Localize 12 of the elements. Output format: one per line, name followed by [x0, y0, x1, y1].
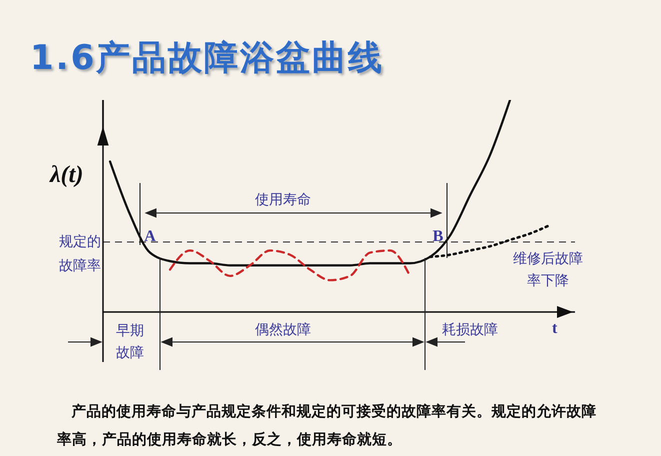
chart-title: 1.6产品故障浴盆曲线 — [30, 37, 384, 80]
ref-line-label: 规定的故障率 — [58, 233, 102, 276]
annotation: 使用寿命 — [254, 191, 312, 210]
text: 早期故障 — [115, 322, 145, 363]
text: 产品的使用寿命与产品规定条件和规定的可接受的故障率有关。规定的允许故障率高，产品的使用寿命就长，反之，使用寿命就短。 — [57, 402, 598, 450]
text: 偶然故障 — [254, 321, 312, 340]
annotation: 维修后故障率下降 — [512, 250, 584, 291]
annotation: B — [432, 227, 444, 247]
annotation: A — [143, 227, 157, 247]
text: 耗损故障 — [441, 321, 499, 340]
y-axis-title: λ(t) — [50, 162, 84, 189]
x-axis-title: t — [552, 320, 558, 338]
